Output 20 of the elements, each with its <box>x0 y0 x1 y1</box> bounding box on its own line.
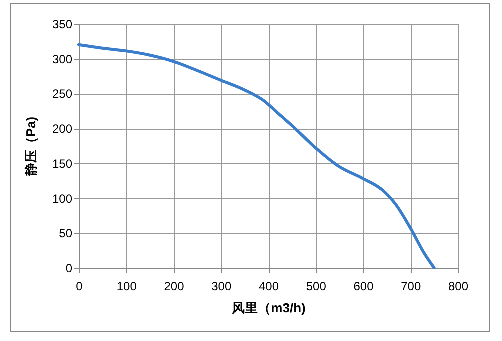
x-tick-label: 0 <box>76 280 84 294</box>
x-tick-label: 600 <box>354 280 374 294</box>
x-tick-label: 100 <box>116 280 138 294</box>
y-tick-label: 0 <box>66 262 73 276</box>
y-tick-label: 350 <box>52 18 73 32</box>
y-tick-label: 250 <box>52 87 73 102</box>
x-axis-title: 风里（m3/h) <box>231 300 306 316</box>
x-tick-label: 800 <box>448 280 469 294</box>
x-tick-label: 400 <box>258 280 280 294</box>
y-tick-label: 300 <box>52 52 73 66</box>
line-series <box>78 43 436 270</box>
x-tick-label: 700 <box>401 280 422 294</box>
x-tick-label: 500 <box>306 280 327 294</box>
y-tick-label: 200 <box>52 122 73 136</box>
x-tick-label: 200 <box>164 280 185 294</box>
x-tick-label: 300 <box>212 280 232 294</box>
y-axis-title: 静压（Pa) <box>23 116 38 178</box>
y-tick-label: 100 <box>52 192 73 206</box>
y-tick-label: 50 <box>59 226 73 241</box>
y-tick-label: 150 <box>52 156 73 171</box>
